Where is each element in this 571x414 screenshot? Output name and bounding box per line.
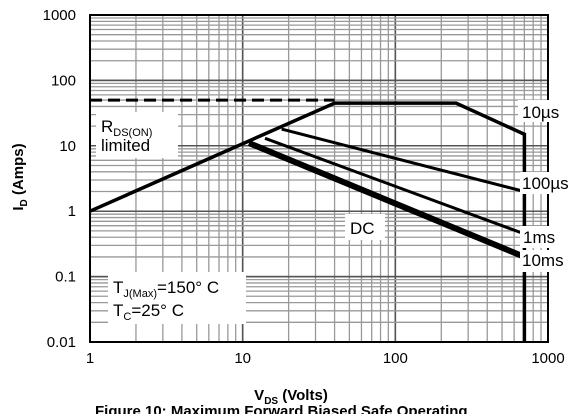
tc-label: TC=25° C (113, 301, 184, 323)
series-label-1ms: 1ms (523, 228, 555, 247)
series-label-10ms: 10ms (522, 251, 564, 270)
rds-label-line2: limited (101, 136, 150, 155)
x-tick-label: 1 (86, 350, 94, 367)
series-line (247, 140, 526, 260)
tick-labels: 1 10 100 1000 1000 100 10 1 0.1 0.01 (43, 7, 565, 367)
series-line (281, 127, 525, 193)
y-tick-label: 0.1 (55, 269, 76, 286)
x-axis-label: VDS (Volts) (254, 387, 328, 407)
y-tick-label: 1 (68, 203, 76, 220)
y-tick-label: 10 (59, 138, 76, 155)
series-label-dc: DC (350, 219, 375, 238)
x-tick-label: 100 (383, 350, 408, 367)
y-axis-label: ID (Amps) (10, 143, 30, 210)
rds-label-background (96, 112, 178, 158)
x-tick-label: 1000 (531, 350, 564, 367)
series-label-100us: 100µs (522, 174, 569, 193)
tj-label: TJ(Max)=150° C (113, 278, 219, 300)
rds-label: RDS(ON) (101, 117, 152, 139)
temperature-label-background (108, 272, 246, 324)
series-line (89, 101, 527, 342)
y-tick-label: 100 (51, 72, 76, 89)
x-tick-label: 10 (234, 350, 251, 367)
y-tick-label: 1000 (43, 7, 76, 24)
chart-series (89, 101, 527, 342)
label-100us-background (520, 172, 570, 194)
label-10ms-background (520, 250, 570, 272)
label-10us-background (518, 100, 566, 122)
figure-caption: Figure 10: Maximum Forward Biased Safe O… (95, 403, 468, 414)
label-1ms-background (520, 226, 566, 248)
series-line (264, 136, 525, 236)
y-tick-label: 0.01 (47, 334, 76, 351)
label-dc-background (345, 214, 385, 240)
series-label-10us: 10µs (522, 103, 559, 122)
